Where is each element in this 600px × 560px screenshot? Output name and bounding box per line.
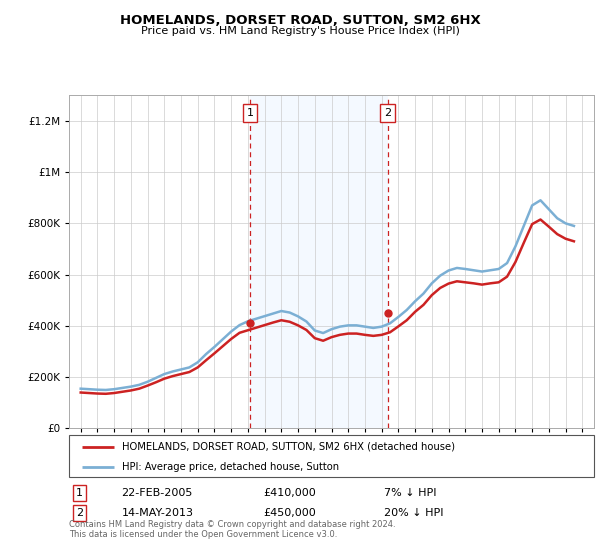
Text: Contains HM Land Registry data © Crown copyright and database right 2024.
This d: Contains HM Land Registry data © Crown c…	[69, 520, 395, 539]
Text: 14-MAY-2013: 14-MAY-2013	[121, 508, 193, 518]
Text: 1: 1	[76, 488, 83, 498]
Text: HOMELANDS, DORSET ROAD, SUTTON, SM2 6HX: HOMELANDS, DORSET ROAD, SUTTON, SM2 6HX	[119, 14, 481, 27]
Bar	[250, 95, 388, 428]
Text: £450,000: £450,000	[263, 508, 316, 518]
Text: Price paid vs. HM Land Registry's House Price Index (HPI): Price paid vs. HM Land Registry's House …	[140, 26, 460, 36]
Text: £410,000: £410,000	[263, 488, 316, 498]
Text: 22-FEB-2005: 22-FEB-2005	[121, 488, 193, 498]
Text: 7% ↓ HPI: 7% ↓ HPI	[384, 488, 437, 498]
Text: HOMELANDS, DORSET ROAD, SUTTON, SM2 6HX (detached house): HOMELANDS, DORSET ROAD, SUTTON, SM2 6HX …	[121, 442, 455, 452]
Text: 1: 1	[247, 108, 254, 118]
Text: 2: 2	[76, 508, 83, 518]
Text: HPI: Average price, detached house, Sutton: HPI: Average price, detached house, Sutt…	[121, 461, 338, 472]
Text: 20% ↓ HPI: 20% ↓ HPI	[384, 508, 443, 518]
Text: 2: 2	[384, 108, 391, 118]
